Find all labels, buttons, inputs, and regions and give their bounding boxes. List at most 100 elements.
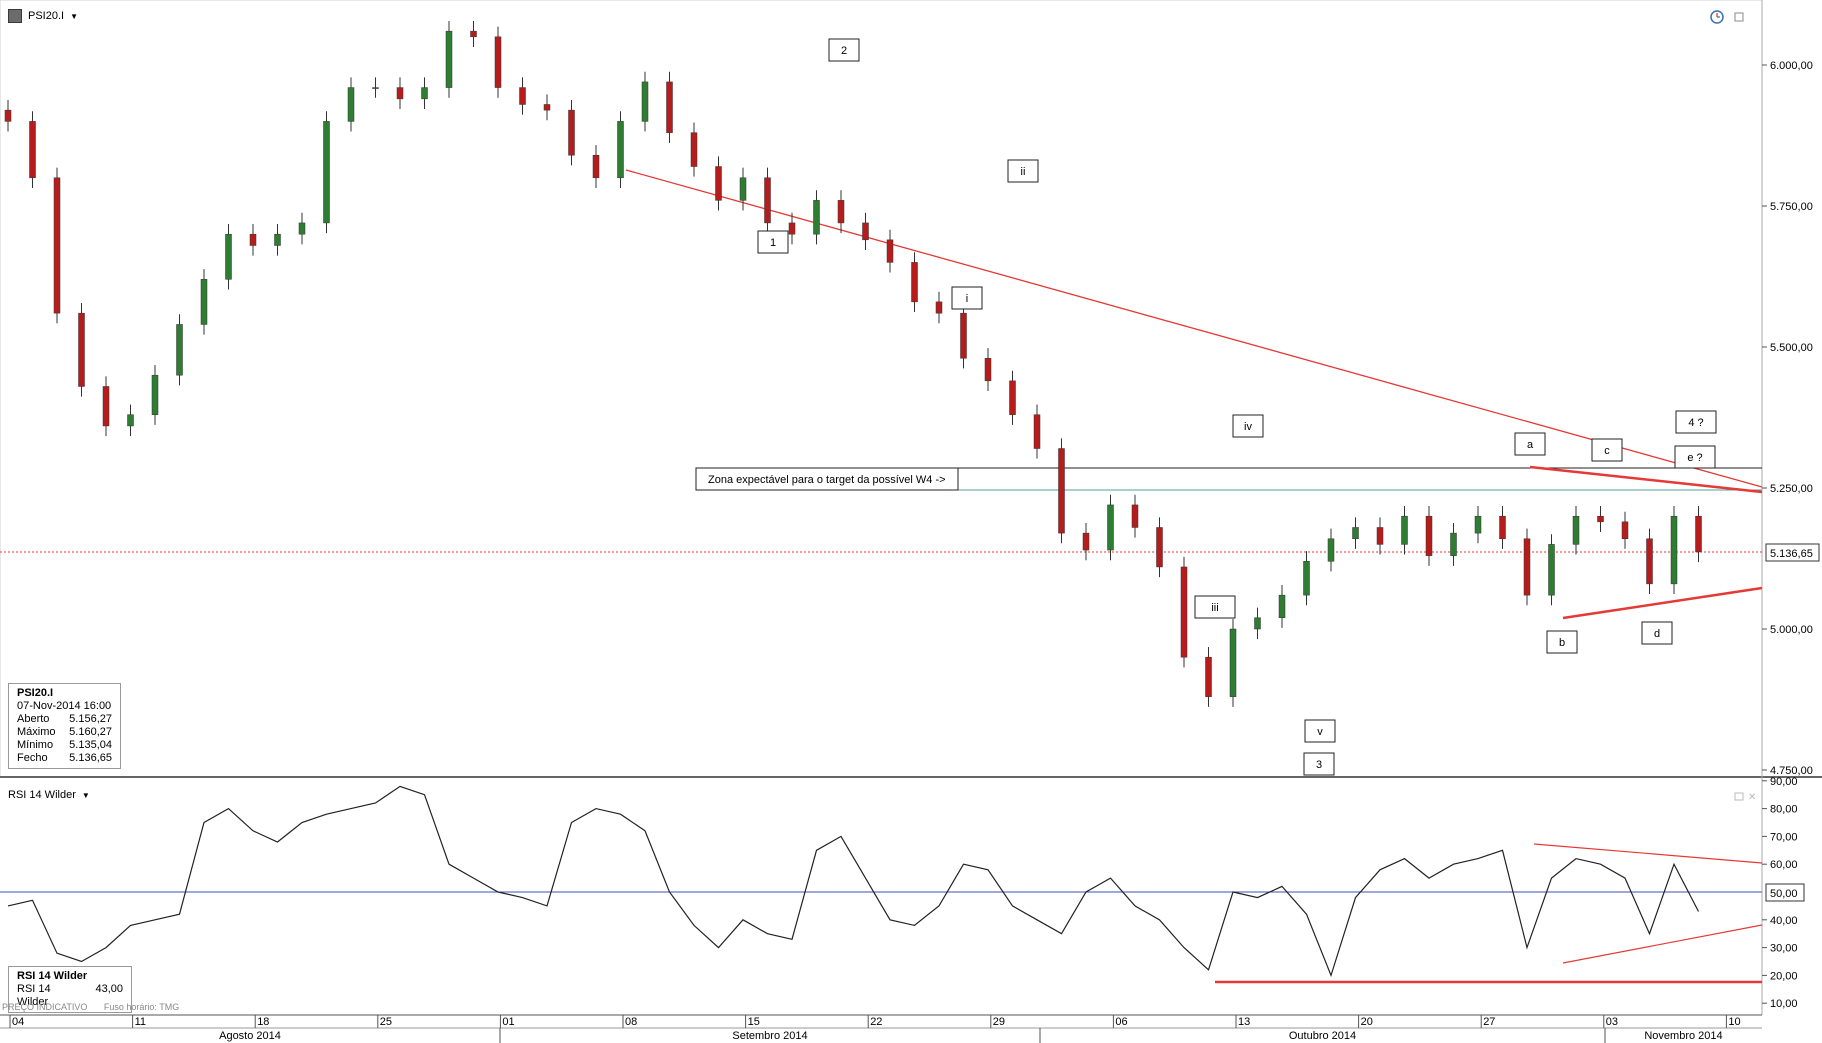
- chart-symbol-icon: [8, 9, 22, 23]
- svg-text:ii: ii: [1021, 166, 1026, 178]
- candle: [323, 111, 330, 234]
- candle: [249, 224, 257, 256]
- price-tick-label: 4.750,00: [1770, 765, 1813, 777]
- candle: [543, 94, 551, 121]
- month-label: Novembro 2014: [1644, 1030, 1722, 1042]
- candle: [102, 376, 110, 437]
- rsi-tick-label: 10,00: [1770, 998, 1798, 1010]
- info-datetime: 07-Nov-2014 16:00: [17, 700, 112, 712]
- annotation-text: Zona expectável para o target da possíve…: [708, 474, 946, 486]
- wave-label: ii: [1007, 159, 1039, 183]
- candle: [372, 77, 379, 98]
- last-price-tag: 5.136,65: [1765, 543, 1820, 562]
- candle: [1327, 528, 1335, 572]
- rsi-tick-label: 80,00: [1770, 804, 1798, 816]
- rsi-tick-label: 70,00: [1770, 831, 1798, 843]
- restore-window-icon[interactable]: [1734, 12, 1744, 22]
- wave-label: a: [1514, 432, 1546, 456]
- rsi-info-title: RSI 14 Wilder: [17, 970, 88, 982]
- wave-label: 4 ?: [1675, 410, 1717, 434]
- svg-text:c: c: [1604, 445, 1610, 457]
- candle: [1670, 506, 1678, 595]
- price-tick-label: 6.000,00: [1770, 60, 1813, 72]
- day-tick-label: 04: [12, 1016, 24, 1028]
- candle: [1499, 506, 1506, 549]
- candle: [911, 252, 918, 313]
- svg-text:4 ?: 4 ?: [1688, 417, 1703, 429]
- candle: [617, 111, 624, 188]
- svg-text:i: i: [966, 293, 968, 305]
- candle: [200, 269, 208, 335]
- candle: [592, 145, 600, 188]
- chevron-down-icon[interactable]: ▼: [81, 790, 90, 800]
- candle: [1156, 517, 1163, 578]
- svg-text:iv: iv: [1244, 421, 1252, 433]
- candle: [1646, 528, 1653, 595]
- candle: [421, 77, 428, 109]
- candle: [1352, 517, 1359, 549]
- candle: [984, 348, 992, 391]
- candle: [1523, 528, 1531, 606]
- candle: [1303, 551, 1310, 606]
- info-label-low: Mínimo: [17, 739, 54, 751]
- candle: [78, 303, 85, 397]
- candle: [151, 365, 159, 425]
- svg-text:d: d: [1654, 628, 1660, 640]
- candle: [935, 291, 943, 324]
- rsi-header[interactable]: RSI 14 Wilder ▼: [8, 789, 90, 801]
- symbol-header[interactable]: PSI20.I ▼: [8, 9, 78, 23]
- info-label-open: Aberto: [17, 713, 50, 725]
- svg-text:e ?: e ?: [1687, 452, 1702, 464]
- price-info-box: PSI20.I 07-Nov-2014 16:00 Aberto 5.156,27…: [8, 683, 121, 769]
- rsi-level-tag-text: 50,00: [1770, 888, 1798, 900]
- svg-text:v: v: [1317, 726, 1323, 738]
- svg-text:iii: iii: [1211, 602, 1218, 614]
- rsi-tick-label: 30,00: [1770, 943, 1798, 955]
- candle: [470, 21, 477, 47]
- info-value-low: 5.135,04: [69, 739, 112, 751]
- candle: [1695, 506, 1702, 563]
- candle: [1572, 506, 1580, 555]
- candle: [1278, 585, 1286, 628]
- day-tick-label: 20: [1361, 1016, 1373, 1028]
- day-tick-label: 29: [993, 1016, 1005, 1028]
- candle: [53, 167, 61, 324]
- price-tick-label: 5.500,00: [1770, 342, 1813, 354]
- clock-icon[interactable]: [1710, 10, 1724, 24]
- time-axis: 04 11 18 25 01 08 15 22 29 06 13 20 27 03 10 Agosto 201…: [9, 1015, 1741, 1043]
- wave-label: iv: [1232, 414, 1264, 438]
- info-label-high: Máximo: [17, 726, 56, 738]
- day-tick-label: 06: [1115, 1016, 1127, 1028]
- candle: [1597, 506, 1604, 532]
- wave-label: v: [1304, 719, 1336, 743]
- rsi-tick-label: 90,00: [1770, 776, 1798, 788]
- footer-note: PREÇO INDICATIVO Fuso horário: TMG: [2, 1002, 179, 1012]
- candle: [1033, 404, 1041, 459]
- candle: [862, 212, 869, 250]
- rsi-info-row: RSI 14 Wilder 43,00: [17, 983, 123, 1009]
- svg-text:b: b: [1559, 637, 1565, 649]
- wave-label: i: [951, 286, 983, 310]
- candle: [1474, 506, 1482, 544]
- rsi-info-value: 43,00: [95, 983, 123, 995]
- svg-text:a: a: [1527, 439, 1534, 451]
- candle: [225, 224, 232, 290]
- chevron-down-icon[interactable]: ▼: [70, 11, 78, 21]
- day-tick-label: 22: [870, 1016, 882, 1028]
- triangle-upper-line: [1529, 465, 1763, 494]
- day-tick-label: 03: [1606, 1016, 1618, 1028]
- target-zone-annotation: Zona expectável para o target da possíve…: [695, 467, 959, 491]
- candle: [445, 21, 453, 98]
- info-row: Mínimo 5.135,04: [17, 739, 112, 752]
- rsi-window-icons[interactable]: ✕: [1734, 792, 1756, 803]
- svg-text:2: 2: [841, 45, 847, 57]
- svg-text:✕: ✕: [1748, 792, 1756, 803]
- candle: [1254, 607, 1261, 640]
- candle: [274, 224, 281, 256]
- day-tick-label: 01: [502, 1016, 514, 1028]
- candle: [960, 303, 967, 369]
- price-axis: 6.000,00 5.750,00 5.500,00 5.250,00 5.000,00…: [1762, 60, 1813, 777]
- wave-label: e ?: [1674, 445, 1716, 469]
- info-symbol: PSI20.I: [17, 687, 54, 699]
